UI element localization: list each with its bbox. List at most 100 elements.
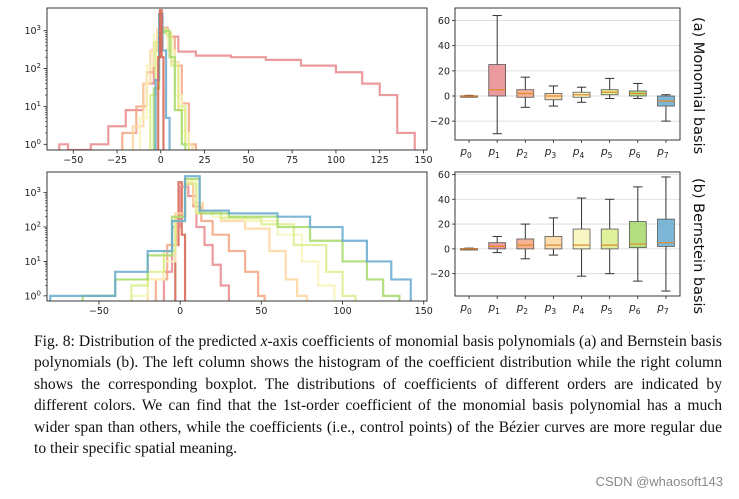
- hist-series-p2: [121, 26, 197, 150]
- hist-series-p5: [130, 182, 357, 301]
- x-tick-subscript: 3: [551, 151, 556, 160]
- x-tick-label: 75: [286, 155, 298, 166]
- y-tick-label: 60: [438, 170, 450, 181]
- box-p0: [460, 94, 478, 98]
- x-tick-subscript: 0: [467, 151, 472, 160]
- box-p4: [572, 86, 591, 103]
- y-tick-exponent: 2: [37, 221, 41, 229]
- x-tick-label: 100: [327, 155, 345, 166]
- x-tick-label: 50: [242, 155, 254, 166]
- y-tick-label: 101: [24, 100, 41, 113]
- x-tick-label: p1: [487, 146, 500, 160]
- axes-frame: [454, 171, 681, 297]
- caption-body: -axis coefficients of monomial basis pol…: [34, 333, 722, 458]
- x-tick-subscript: 1: [495, 151, 500, 160]
- box-body: [572, 228, 591, 250]
- box-p5: [600, 198, 619, 275]
- x-tick-label: p0: [459, 146, 472, 160]
- axes-frame: [46, 171, 428, 302]
- x-tick-label: p6: [628, 146, 641, 160]
- y-tick-label: −20: [430, 117, 450, 128]
- box-body: [488, 64, 507, 97]
- x-tick-subscript: 0: [467, 307, 472, 316]
- x-tick-subscript: 2: [523, 151, 528, 160]
- x-tick-subscript: 5: [608, 307, 613, 316]
- x-tick-label: p5: [600, 302, 613, 316]
- box-p1: [488, 15, 507, 135]
- x-tick-label: p1: [487, 302, 500, 316]
- x-tick-label: p0: [459, 302, 472, 316]
- box-p6: [628, 186, 647, 282]
- box-body: [657, 218, 675, 247]
- y-tick-label: 20: [438, 66, 450, 77]
- y-tick-label: 40: [438, 195, 450, 206]
- y-tick-label: 20: [438, 220, 450, 231]
- row-label-bernstein: (b) Bernstein basis: [690, 178, 706, 314]
- y-tick-exponent: 3: [37, 24, 41, 32]
- x-tick-label: 0: [158, 155, 164, 166]
- hist-series-p1: [58, 31, 416, 150]
- x-tick-label: 50: [255, 306, 267, 317]
- y-tick-label: 102: [24, 62, 41, 75]
- x-tick-label: 25: [199, 155, 211, 166]
- x-tick-label: p2: [516, 146, 529, 160]
- x-tick-label: p6: [628, 302, 641, 316]
- box-p1: [488, 235, 507, 254]
- hist-series-p6: [81, 177, 401, 301]
- y-tick-exponent: 0: [37, 289, 41, 297]
- hist-series-p4: [130, 179, 336, 301]
- box-p4: [572, 197, 591, 277]
- x-tick-subscript: 7: [664, 307, 669, 316]
- axes-frame: [454, 7, 681, 141]
- y-tick-label: −20: [430, 269, 450, 280]
- box-p2: [516, 223, 535, 260]
- y-tick-exponent: 1: [37, 100, 41, 108]
- x-tick-label: −50: [89, 306, 109, 317]
- x-tick-subscript: 7: [664, 151, 669, 160]
- box-p6: [628, 82, 647, 100]
- y-tick-label: 103: [24, 186, 41, 199]
- axes-frame: [46, 7, 428, 151]
- y-tick-exponent: 2: [37, 62, 41, 70]
- box-p7: [657, 176, 675, 292]
- y-tick-label: 0: [444, 244, 450, 255]
- x-tick-subscript: 2: [523, 307, 528, 316]
- box-p5: [600, 77, 619, 100]
- x-tick-label: 125: [371, 155, 389, 166]
- x-tick-subscript: 4: [580, 307, 585, 316]
- box-body: [544, 93, 563, 101]
- box-body: [600, 228, 619, 250]
- x-tick-label: p3: [544, 146, 557, 160]
- hist-series-p0: [157, 9, 165, 150]
- box-p7: [657, 94, 675, 122]
- x-tick-label: 100: [333, 306, 351, 317]
- row-label-monomial: (a) Monomial basis: [690, 17, 706, 154]
- plot-area: [49, 175, 412, 301]
- y-tick-label: 100: [24, 289, 41, 302]
- box-p3: [544, 217, 563, 256]
- box-p3: [544, 85, 563, 107]
- x-tick-label: p5: [600, 146, 613, 160]
- y-tick-label: 60: [438, 16, 450, 27]
- box-body: [488, 242, 507, 250]
- x-tick-label: p4: [572, 146, 585, 160]
- x-tick-subscript: 4: [580, 151, 585, 160]
- y-tick-exponent: 1: [37, 255, 41, 263]
- plot-area: [58, 9, 416, 150]
- hist-series-p7: [49, 175, 412, 301]
- x-tick-subscript: 3: [551, 307, 556, 316]
- y-tick-label: 100: [24, 138, 41, 151]
- x-tick-label: 150: [414, 155, 432, 166]
- x-tick-label: p4: [572, 302, 585, 316]
- y-tick-label: 40: [438, 41, 450, 52]
- x-tick-label: 150: [415, 306, 433, 317]
- y-tick-exponent: 3: [37, 186, 41, 194]
- box-p0: [460, 247, 478, 251]
- x-tick-subscript: 1: [495, 307, 500, 316]
- caption-prefix: Fig. 8: Distribution of the predicted: [34, 333, 261, 350]
- x-tick-label: −50: [63, 155, 83, 166]
- caption-variable: x: [260, 333, 268, 350]
